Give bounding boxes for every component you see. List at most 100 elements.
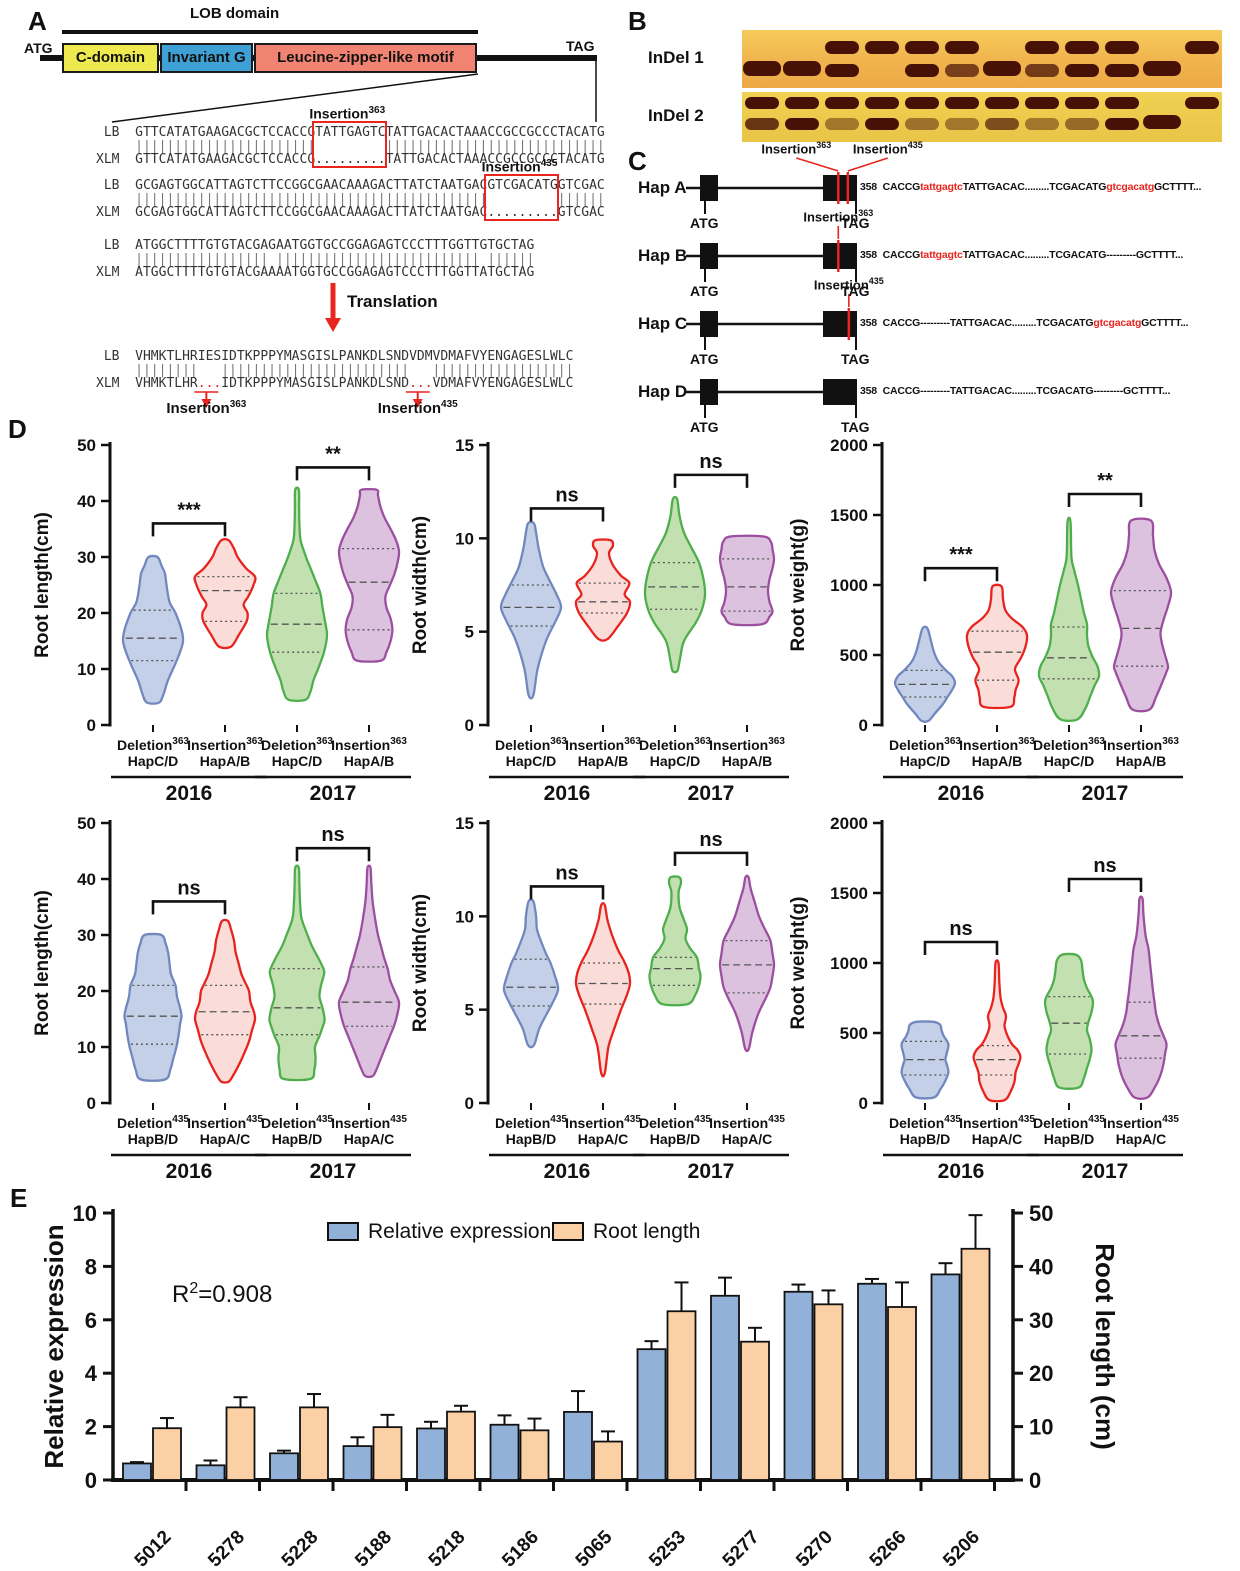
gel-band-lower: [1143, 61, 1181, 76]
category-label: Deletion363: [261, 736, 333, 753]
year-label: 2016: [166, 782, 213, 805]
y-tick-label: 50: [77, 814, 96, 833]
domain-box-1: Invariant G: [160, 43, 253, 73]
category-hap-label: HapB/D: [128, 1131, 179, 1147]
seq-xlm-row: XLM ATGGCTTTTGTGTACGAAAATGGTGCCGGAGAGTCC…: [96, 265, 535, 280]
gel-band-lower: [985, 118, 1019, 130]
violin-green: [643, 495, 707, 674]
hap-sequence: 358 CACCG---------TATTGACAC.........TCGA…: [860, 317, 1189, 329]
category-hap-label: HapA/B: [344, 753, 395, 769]
panel-e-bar-chart: 0 2 4 6 8 10 0 10 20 30 40 50 Relative expression Roo…: [0, 1180, 1240, 1571]
category-label: Insertion435: [1103, 1114, 1179, 1131]
gel-band-lower: [785, 118, 819, 130]
seq-lb-row: LB ATGGCTTTTGTGTACGAGAATGGTGCCGGAGAGTCCC…: [96, 238, 535, 253]
violin-red: [193, 538, 257, 650]
gel-lane: [862, 30, 902, 88]
gel-band-lower: [905, 118, 939, 130]
bar-root-length: [740, 1340, 770, 1481]
violin-purple: [1114, 895, 1168, 1100]
protein-insertion-label: Insertion363: [166, 399, 247, 417]
category-hap-label: HapA/C: [200, 1131, 251, 1147]
bar-relative-expression: [857, 1282, 887, 1481]
gel-band-upper: [1105, 41, 1139, 54]
category-hap-label: HapA/C: [578, 1131, 629, 1147]
panel-c-haplotypes: Hap A ATG TAG Insertion363 Insertion435 358 C…: [620, 140, 1240, 440]
gel-lane: [782, 30, 822, 88]
protein-insertion-label: Insertion435: [377, 399, 458, 417]
x-category-label: 5206: [939, 1527, 984, 1571]
bar-root-length: [372, 1426, 403, 1481]
category-label: Insertion435: [331, 1114, 407, 1131]
right-y-axis-title: Root length (cm): [1090, 1243, 1120, 1450]
y-tick-label: 2000: [830, 436, 868, 455]
legend-label: Relative expression: [368, 1220, 551, 1243]
insertion-box: [312, 121, 387, 168]
significance-label: ns: [1093, 855, 1116, 877]
gel-band-lower: [945, 118, 979, 130]
x-category-label: 5266: [866, 1527, 911, 1571]
panel-e-label: E: [10, 1183, 28, 1213]
hap-sequence: 358 CACCGtattgagtcTATTGACAC.........TCGA…: [860, 181, 1202, 193]
violin-red: [965, 583, 1029, 710]
category-hap-label: HapA/B: [722, 753, 773, 769]
gel-lane: [1142, 30, 1182, 88]
legend-label: Root length: [593, 1220, 700, 1243]
y-tick-label: 500: [840, 1024, 868, 1043]
significance-label: ns: [555, 862, 578, 884]
gel-band-lower: [825, 118, 859, 130]
gel-band-lower: [825, 64, 859, 77]
gel-lane: [1102, 30, 1142, 88]
category-label: Insertion435: [187, 1114, 263, 1131]
category-hap-label: HapB/D: [1044, 1131, 1095, 1147]
hap-tag-label: TAG: [841, 283, 870, 299]
panel-c-lines: [686, 157, 889, 418]
category-label: Insertion363: [565, 736, 641, 753]
violin-green: [648, 875, 702, 1007]
violin-green: [265, 486, 329, 702]
y-tick-label: 50: [77, 436, 96, 455]
hap-atg-label: ATG: [690, 351, 719, 367]
bar-relative-expression: [489, 1423, 520, 1481]
y-tick-label: 0: [87, 1094, 96, 1113]
hap-tag-label: TAG: [841, 351, 870, 367]
significance-label: ns: [949, 918, 972, 940]
gel-lane: [822, 30, 862, 88]
gel-band-lower: [1065, 64, 1099, 77]
gel-label: InDel 2: [648, 106, 704, 125]
gel-label: InDel 1: [648, 48, 704, 67]
gel-band-lower: [1143, 115, 1181, 129]
category-label: Deletion435: [261, 1114, 333, 1131]
category-hap-label: HapB/D: [272, 1131, 323, 1147]
y-axis-title: Root weight(g): [788, 897, 809, 1030]
year-label: 2016: [938, 782, 985, 805]
year-label: 2017: [688, 1160, 735, 1180]
y-tick-label: 10: [77, 1038, 96, 1057]
domain-box-2: Leucine-zipper-like motif: [254, 43, 477, 73]
gel-band-lower: [945, 64, 979, 77]
bar-relative-expression: [416, 1427, 446, 1481]
bar-relative-expression: [783, 1290, 814, 1481]
legend-swatch: [552, 1222, 584, 1241]
translation-label: Translation: [347, 292, 438, 311]
right-y-tick-label: 50: [1029, 1201, 1053, 1226]
y-tick-label: 40: [77, 492, 96, 511]
seq-lb-row: LB GTTCATATGAAGACGCTCCACCGTATTGAGTCTATTG…: [96, 125, 605, 140]
gel-band-upper: [945, 97, 979, 109]
year-label: 2016: [544, 1160, 591, 1180]
category-hap-label: HapA/C: [1116, 1131, 1167, 1147]
x-category-label: 5278: [204, 1527, 249, 1571]
r-squared-annotation: R2=0.908: [172, 1280, 272, 1308]
year-label: 2017: [1082, 782, 1129, 805]
y-tick-label: 20: [77, 982, 96, 1001]
category-hap-label: HapC/D: [272, 753, 323, 769]
significance-label: ns: [699, 451, 722, 473]
gel-band-upper: [1185, 97, 1219, 109]
category-hap-label: HapA/B: [200, 753, 251, 769]
year-label: 2016: [166, 1160, 213, 1180]
gel-band-upper: [1025, 41, 1059, 54]
y-tick-label: 0: [859, 1094, 868, 1113]
left-y-tick-label: 10: [73, 1201, 97, 1226]
